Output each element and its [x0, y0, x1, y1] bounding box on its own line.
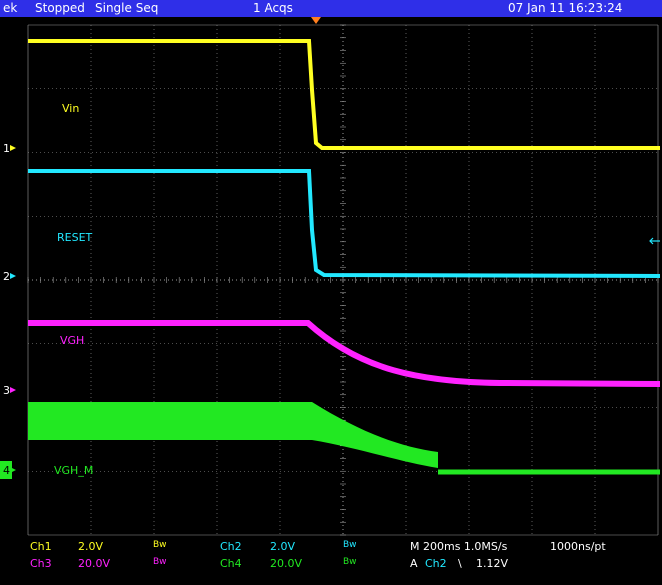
- trigger-position-icon: [311, 17, 321, 24]
- acquisition-mode: Single Seq: [95, 1, 159, 15]
- ch2-marker: 2: [3, 270, 10, 283]
- ch4-marker: 4: [3, 464, 10, 477]
- ch4-scale: 20.0V: [270, 557, 303, 570]
- ch3-trace: [28, 320, 661, 387]
- timebase-main: M 200ms 1.0MS/s: [410, 540, 508, 553]
- ch1-marker: 1: [3, 142, 10, 155]
- ch3-marker: 3: [3, 384, 10, 397]
- trigger-prefix: A: [410, 557, 418, 570]
- ch1-bw: Bw: [153, 540, 167, 550]
- trigger-level: 1.12V: [476, 557, 509, 570]
- ch3-scale: 20.0V: [78, 557, 111, 570]
- ch1-marker-arrow-icon: [10, 145, 16, 151]
- ch2-trace: [28, 169, 661, 278]
- trace-group: [28, 39, 661, 475]
- ch1-label: Ch1: [30, 540, 52, 553]
- acquisition-state: Stopped: [35, 1, 85, 15]
- ch3-bw: Bw: [153, 557, 167, 567]
- ch2-bw: Bw: [343, 540, 357, 550]
- date-time: 07 Jan 11 16:23:24: [508, 1, 623, 15]
- ch1-name: Vin: [62, 102, 79, 115]
- timebase-record: 1000ns/pt: [550, 540, 606, 553]
- acquisition-count: 1 Acqs: [253, 1, 293, 15]
- ch4-name: VGH_M: [54, 464, 93, 477]
- ch4-label: Ch4: [220, 557, 242, 570]
- ch4-trace: [28, 402, 438, 468]
- ch4-marker-arrow-icon: [10, 467, 16, 473]
- ch1-scale: 2.0V: [78, 540, 104, 553]
- trigger-source: Ch2: [425, 557, 447, 570]
- waveform-display: 1 Vin 2 RESET 3 VGH 4 VGH_M: [0, 17, 662, 537]
- ch2-marker-arrow-icon: [10, 273, 16, 279]
- status-bar: ek Stopped Single Seq 1 Acqs 07 Jan 11 1…: [0, 0, 662, 17]
- trigger-level-icon: [649, 237, 660, 245]
- ch3-marker-arrow-icon: [10, 387, 16, 393]
- ch2-scale: 2.0V: [270, 540, 296, 553]
- ch1-trace: [28, 39, 660, 150]
- settings-readout: Ch1 2.0V Bw Ch2 2.0V Bw M 200ms 1.0MS/s …: [0, 537, 662, 585]
- ch4-bw: Bw: [343, 557, 357, 567]
- ch3-label: Ch3: [30, 557, 52, 570]
- ch2-name: RESET: [57, 231, 93, 244]
- brand-label: ek: [3, 1, 18, 15]
- ch3-name: VGH: [60, 334, 84, 347]
- ch2-label: Ch2: [220, 540, 242, 553]
- falling-edge-icon: \: [458, 557, 462, 570]
